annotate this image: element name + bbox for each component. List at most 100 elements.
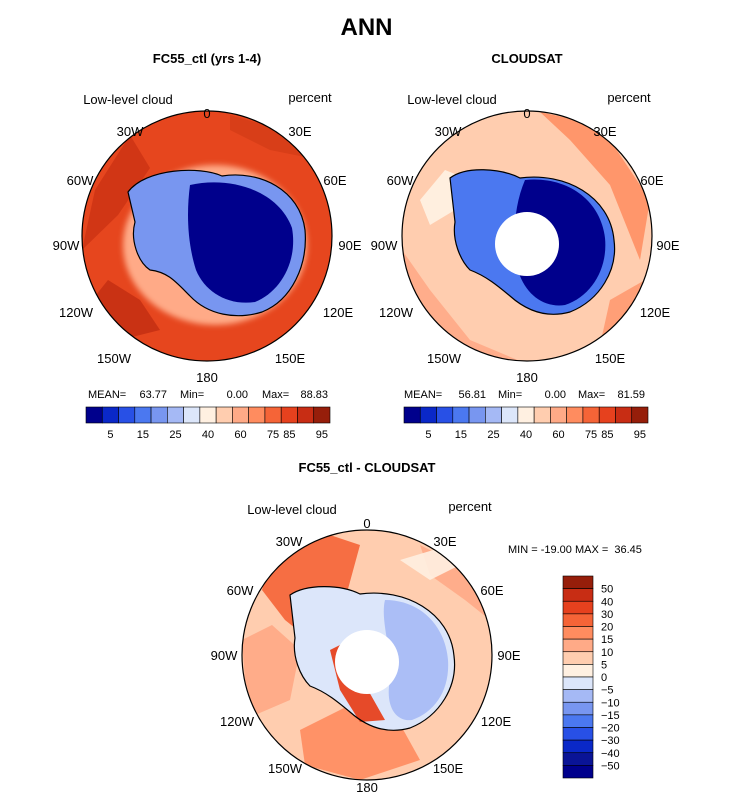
colorbar-swatch (264, 406, 282, 424)
max-value: 81.59 (617, 389, 645, 401)
colorbar-swatch (232, 406, 249, 424)
colorbar: 5 15 25 40 60 75 85 95 (85, 406, 331, 441)
max-value: 88.83 (300, 389, 328, 401)
lon-label: 150W (427, 351, 462, 366)
lon-label: 120W (379, 305, 414, 320)
colorbar-swatch (297, 406, 315, 424)
lon-label: 180 (356, 780, 378, 795)
field-label: Low-level cloud (83, 92, 173, 107)
lon-label: 60W (387, 173, 414, 188)
colorbar-tick-label: 15 (455, 429, 467, 441)
colorbar-swatch (615, 406, 633, 424)
colorbar-swatch (501, 406, 519, 424)
colorbar-tick-label: −40 (601, 748, 620, 760)
colorbar-swatch (562, 600, 594, 615)
colorbar-tick-label: 50 (601, 584, 613, 596)
antarctica-interior (188, 182, 294, 303)
colorbar-tick-label: 40 (202, 429, 214, 441)
colorbar-swatch (533, 406, 551, 424)
colorbar-swatch (562, 727, 594, 741)
colorbar-swatch (452, 406, 470, 424)
colorbar-swatch (468, 406, 486, 424)
lon-label: 30E (593, 124, 616, 139)
colorbar-tick-label: 10 (601, 647, 613, 659)
max-label: Max= (578, 389, 605, 401)
lon-label: 30W (435, 124, 462, 139)
colorbar-tick-label: 85 (601, 429, 613, 441)
colorbar-tick-label: 95 (316, 429, 328, 441)
lon-label: 150W (97, 351, 132, 366)
lon-label: 90E (497, 648, 520, 663)
lon-label: 180 (516, 370, 538, 385)
min-label: Min= (498, 389, 522, 401)
colorbar-tick-label: −20 (601, 723, 620, 735)
lon-label: 150E (275, 351, 306, 366)
missing-data-cap (495, 212, 559, 276)
stats-line: MEAN= 63.77 Min= 0.00 Max= 88.83 (88, 389, 328, 401)
coastline (289, 586, 456, 731)
units-label: percent (607, 90, 651, 105)
colorbar-swatch (562, 701, 594, 716)
colorbar-tick-label: 0 (601, 672, 607, 684)
mean-label: MEAN= (88, 389, 126, 401)
map-field (242, 530, 492, 780)
colorbar-swatch (562, 626, 594, 640)
min-value: 0.00 (227, 389, 248, 401)
high-cloud-patch (92, 280, 160, 340)
panel-title: CLOUDSAT (491, 51, 562, 66)
coastline (127, 169, 306, 317)
colorbar-swatch (280, 406, 298, 424)
colorbar-tick-label: −10 (601, 697, 620, 709)
min-label: Min= (180, 389, 204, 401)
field-label: Low-level cloud (407, 92, 497, 107)
lon-label: 0 (203, 106, 210, 121)
lon-label: 30W (117, 124, 144, 139)
colorbar-swatch (183, 406, 201, 424)
colorbar-swatch (562, 664, 594, 678)
colorbar-tick-label: 15 (137, 429, 149, 441)
panel-model: FC55_ctl (yrs 1-4) Low-level cloud perce… (53, 51, 362, 441)
lon-label: 120E (640, 305, 671, 320)
lon-label: 90W (53, 238, 80, 253)
colorbar-tick-label: 75 (267, 429, 279, 441)
colorbar-swatch (118, 406, 136, 424)
colorbar-tick-label: 95 (634, 429, 646, 441)
mean-value: 63.77 (139, 389, 167, 401)
colorbar-swatch (562, 613, 594, 627)
lon-label: 120E (481, 714, 512, 729)
colorbar-swatch (566, 406, 584, 424)
lon-label: 60E (323, 173, 346, 188)
figure-title: ANN (340, 14, 393, 41)
map-field (82, 111, 332, 361)
min-value: 0.00 (545, 389, 566, 401)
lon-label: 0 (363, 516, 370, 531)
colorbar-tick-label: 60 (552, 429, 564, 441)
lon-label: 180 (196, 370, 218, 385)
colorbar-swatch (134, 406, 152, 424)
colorbar-swatch (85, 406, 103, 424)
colorbar-tick-label: 40 (601, 596, 613, 608)
colorbar-swatch (419, 406, 437, 424)
colorbar: 5 15 25 40 60 75 85 95 (403, 406, 649, 441)
colorbar-tick-label: 85 (283, 429, 295, 441)
colorbar-tick-label: 75 (585, 429, 597, 441)
colorbar-tick-label: 60 (234, 429, 246, 441)
colorbar-tick-label: −50 (601, 760, 620, 772)
high-cloud-patch (82, 135, 150, 250)
colorbar-swatch (562, 588, 594, 602)
panel-title: FC55_ctl (yrs 1-4) (153, 51, 261, 66)
colorbar-swatch (562, 739, 594, 754)
colorbar-swatch (150, 406, 168, 424)
colorbar-tick-label: −15 (601, 710, 620, 722)
colorbar-tick-label: 15 (601, 634, 613, 646)
lon-label: 0 (523, 106, 530, 121)
high-cloud-patch (540, 112, 650, 260)
colorbar-tick-label: 40 (520, 429, 532, 441)
lon-label: 60W (67, 173, 94, 188)
lon-label: 60E (480, 583, 503, 598)
range-text: MIN = -19.00 MAX = 36.45 (508, 544, 642, 556)
colorbar-swatch (562, 765, 594, 779)
colorbar-swatch (436, 406, 454, 424)
colorbar-swatch (582, 406, 600, 424)
